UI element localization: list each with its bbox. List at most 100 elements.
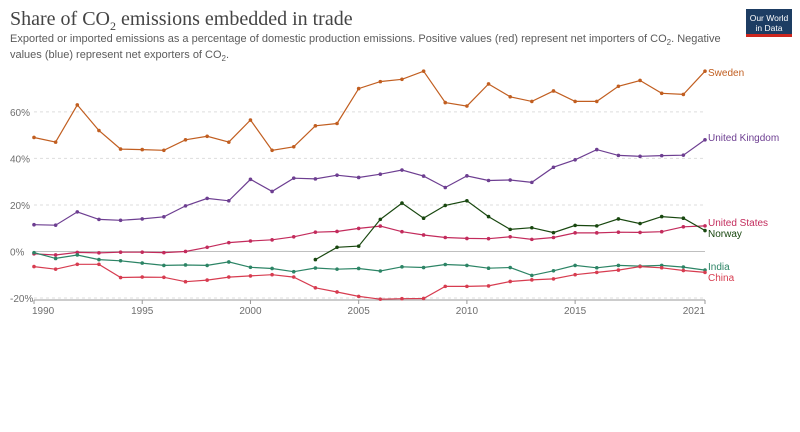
data-point bbox=[551, 89, 556, 93]
data-point bbox=[551, 165, 556, 170]
data-point bbox=[205, 278, 209, 282]
data-point bbox=[97, 217, 101, 222]
data-point bbox=[508, 94, 512, 99]
data-point bbox=[53, 223, 58, 227]
data-point bbox=[75, 253, 80, 257]
data-point bbox=[270, 189, 274, 194]
data-point bbox=[248, 177, 253, 182]
data-point bbox=[97, 128, 101, 133]
data-point bbox=[508, 279, 512, 284]
data-point bbox=[573, 158, 577, 162]
data-point bbox=[313, 266, 318, 270]
data-point bbox=[681, 265, 686, 269]
data-point bbox=[291, 235, 296, 239]
y-tick-label: -20% bbox=[10, 294, 33, 305]
data-point bbox=[573, 272, 577, 277]
data-point bbox=[75, 210, 80, 214]
data-point bbox=[465, 236, 469, 241]
data-point bbox=[508, 178, 512, 182]
data-point bbox=[486, 236, 491, 241]
series-label: Sweden bbox=[708, 68, 744, 79]
data-point bbox=[183, 137, 188, 142]
data-point bbox=[616, 153, 621, 158]
data-point bbox=[421, 174, 426, 178]
data-point bbox=[508, 265, 512, 270]
data-point bbox=[53, 267, 58, 271]
chart-subtitle: Exported or imported emissions as a perc… bbox=[10, 33, 721, 64]
series-line bbox=[33, 225, 706, 256]
data-point bbox=[465, 284, 469, 289]
data-point bbox=[75, 250, 80, 255]
data-point bbox=[227, 140, 231, 144]
data-point bbox=[443, 284, 448, 289]
data-point bbox=[465, 263, 469, 268]
data-point bbox=[183, 249, 188, 254]
data-point bbox=[508, 227, 512, 232]
data-point bbox=[291, 269, 296, 274]
data-point bbox=[638, 154, 642, 159]
data-point bbox=[335, 245, 339, 250]
data-point bbox=[118, 147, 123, 151]
data-point bbox=[183, 279, 188, 284]
data-point bbox=[53, 256, 58, 261]
series-norway bbox=[313, 198, 707, 262]
data-point bbox=[97, 262, 101, 267]
y-tick-label: 20% bbox=[10, 201, 30, 212]
data-point bbox=[335, 267, 339, 271]
data-point bbox=[486, 82, 491, 86]
data-point bbox=[313, 285, 318, 290]
data-point bbox=[140, 217, 145, 221]
data-point bbox=[356, 266, 361, 271]
data-point bbox=[140, 261, 145, 265]
data-point bbox=[32, 222, 36, 227]
data-point bbox=[573, 99, 577, 104]
data-point bbox=[551, 268, 556, 273]
data-point bbox=[681, 92, 686, 97]
data-point bbox=[616, 230, 621, 234]
data-point bbox=[594, 99, 599, 104]
data-point bbox=[248, 239, 253, 243]
data-point bbox=[162, 263, 166, 268]
chart-title: Share of CO2 emissions embedded in trade bbox=[10, 8, 353, 33]
data-point bbox=[551, 277, 556, 281]
data-point bbox=[703, 270, 707, 275]
x-tick-label: 2015 bbox=[564, 306, 587, 317]
data-point bbox=[508, 235, 512, 239]
series-lines bbox=[32, 69, 707, 301]
data-point bbox=[465, 198, 469, 203]
data-point bbox=[659, 214, 664, 219]
series-line bbox=[33, 263, 706, 300]
data-point bbox=[291, 176, 296, 180]
data-point bbox=[400, 77, 404, 82]
data-point bbox=[162, 250, 166, 255]
data-point bbox=[659, 91, 664, 96]
data-point bbox=[75, 262, 80, 267]
data-point bbox=[32, 135, 36, 140]
data-point bbox=[140, 250, 145, 254]
data-point bbox=[270, 272, 274, 277]
data-point bbox=[530, 225, 534, 230]
data-point bbox=[703, 137, 707, 142]
data-point bbox=[681, 153, 686, 157]
x-tick-label: 1990 bbox=[32, 306, 55, 317]
data-point bbox=[638, 264, 642, 269]
data-point bbox=[573, 231, 577, 235]
data-point bbox=[291, 275, 296, 279]
data-point bbox=[681, 268, 686, 273]
data-point bbox=[356, 226, 361, 231]
data-point bbox=[486, 178, 491, 183]
data-point bbox=[551, 230, 556, 235]
data-point bbox=[313, 257, 318, 262]
data-point bbox=[162, 148, 166, 153]
data-point bbox=[659, 229, 664, 234]
data-point bbox=[378, 269, 383, 273]
data-point bbox=[400, 265, 404, 269]
data-point bbox=[162, 275, 166, 280]
data-point bbox=[378, 79, 383, 84]
data-point bbox=[594, 224, 599, 228]
data-point bbox=[118, 250, 123, 254]
data-point bbox=[616, 268, 621, 272]
data-point bbox=[248, 274, 253, 278]
owid-logo[interactable]: Our World in Data bbox=[746, 9, 792, 37]
